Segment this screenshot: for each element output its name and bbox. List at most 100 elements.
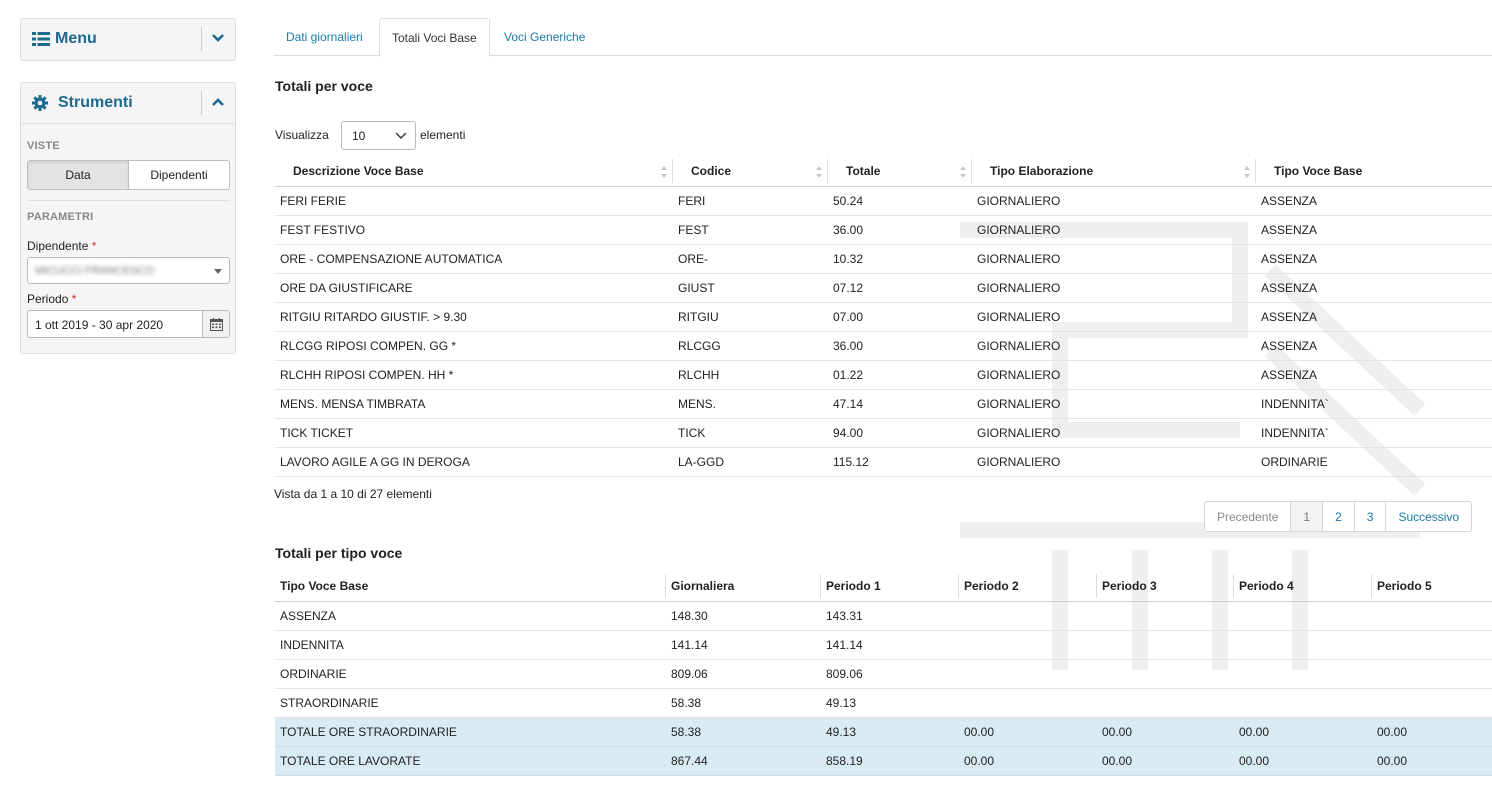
table-cell: GIORNALIERO [972,302,1256,332]
chevron-up-icon[interactable] [211,95,225,109]
table-row: TICK TICKET TICK 94.00 GIORNALIERO INDENNITA… [275,418,1492,448]
table-cell: GIORNALIERO [972,244,1256,274]
view-data-button[interactable]: Data [28,161,129,189]
table-cell: 01.22 [828,360,972,390]
table-cell [1234,630,1372,660]
table-cell [1372,688,1492,718]
table-row: ORE - COMPENSAZIONE AUTOMATICA ORE- 10.32 G… [275,244,1492,274]
column-header-label: Totale [846,164,881,179]
table-cell: MENS. [673,389,828,419]
table-cell [1372,601,1492,631]
table-cell: RLCGG RIPOSI COMPEN. GG * [275,331,673,361]
tools-panel-header[interactable]: Strumenti [21,83,235,124]
table-row: ASSENZA 148.30 143.31 [275,601,1492,631]
table-cell: 141.14 [666,630,821,660]
column-header-label: Descrizione Voce Base [293,164,424,179]
table-cell: FEST FESTIVO [275,215,673,245]
period-value: 1 ott 2019 - 30 apr 2020 [35,318,164,332]
section-title-totali-per-tipo-voce: Totali per tipo voce [275,545,403,561]
table-cell: RLCHH RIPOSI COMPEN. HH * [275,360,673,390]
table-info: Vista da 1 a 10 di 27 elementi [274,487,432,501]
chevron-down-icon [395,132,407,139]
column-header[interactable]: Tipo Elaborazione [972,157,1256,187]
table-row: STRAORDINARIE 58.38 49.13 [275,688,1492,718]
table-cell: 58.38 [666,688,821,718]
table-cell: LAVORO AGILE A GG IN DEROGA [275,447,673,477]
table-cell: ORE DA GIUSTIFICARE [275,273,673,303]
table-row: ORDINARIE 809.06 809.06 [275,659,1492,689]
voci-table-body: FERI FERIE FERI 50.24 GIORNALIERO ASSENZA FES… [275,186,1492,477]
table-cell: ASSENZA [1256,273,1492,303]
table-cell: 07.12 [828,273,972,303]
table-cell: FERI [673,186,828,216]
pagination-next-button[interactable]: Successivo [1386,502,1472,531]
table-cell: 36.00 [828,331,972,361]
sort-icon [960,166,966,178]
table-cell: 00.00 [1097,717,1234,747]
table-cell: MENS. MENSA TIMBRATA [275,389,673,419]
sort-icon [661,166,667,178]
tipo-voce-table-body: ASSENZA 148.30 143.31 INDENNITA 141.14 141.14… [275,601,1492,776]
column-header[interactable]: Codice [673,157,828,187]
column-header[interactable]: Descrizione Voce Base [275,157,673,187]
tab-voci-generiche[interactable]: Voci Generiche [504,30,586,44]
tab-dati-giornalieri[interactable]: Dati giornalieri [286,30,363,44]
sort-icon [816,166,822,178]
tools-panel: Strumenti VISTE Data Dipendenti PARAMETR… [20,82,236,354]
column-header: Periodo 3 [1097,572,1234,602]
table-cell: FERI FERIE [275,186,673,216]
column-header[interactable]: Tipo Voce Base [1256,157,1492,187]
table-cell: TOTALE ORE LAVORATE [275,746,666,776]
period-date-range-input[interactable]: 1 ott 2019 - 30 apr 2020 [27,310,230,338]
table-cell: 00.00 [1234,746,1372,776]
page-length-label: Visualizza [275,128,329,142]
menu-panel[interactable]: Menu [20,18,236,61]
table-cell [1234,601,1372,631]
table-cell: GIORNALIERO [972,215,1256,245]
column-separator [820,574,821,598]
column-separator [827,159,828,183]
column-separator [1233,574,1234,598]
pagination-page-2[interactable]: 2 [1323,502,1355,531]
sort-icon [1244,166,1250,178]
view-dipendenti-button[interactable]: Dipendenti [150,168,208,182]
required-marker: * [71,292,77,306]
column-header: Periodo 1 [821,572,959,602]
table-cell: ORDINARIE [1256,447,1492,477]
page-length-select[interactable]: 10 [341,121,416,150]
calendar-button[interactable] [202,311,229,337]
pagination-previous-button[interactable]: Precedente [1205,502,1292,531]
chevron-down-icon[interactable] [211,31,225,45]
employee-select[interactable]: MICUCCI FRANCESCO [27,257,230,284]
table-cell [959,688,1097,718]
table-cell: 858.19 [821,746,959,776]
table-cell: GIORNALIERO [972,389,1256,419]
table-row: LAVORO AGILE A GG IN DEROGA LA-GGD 115.12 G… [275,447,1492,477]
pagination-page-1[interactable]: 1 [1291,502,1324,531]
table-cell: ORE - COMPENSAZIONE AUTOMATICA [275,244,673,274]
column-header[interactable]: Totale [828,157,972,187]
voci-table: Descrizione Voce Base Codice Totale Tipo… [275,157,1492,477]
table-cell [959,659,1097,689]
gear-icon [32,95,48,111]
table-cell: GIORNALIERO [972,360,1256,390]
pagination-page-3[interactable]: 3 [1354,502,1387,531]
period-label: Periodo * [27,292,76,306]
table-cell [959,630,1097,660]
table-cell: 809.06 [666,659,821,689]
list-icon [32,32,50,46]
employee-label-text: Dipendente [27,239,89,253]
table-row: RLCGG RIPOSI COMPEN. GG * RLCGG 36.00 GIORN… [275,331,1492,361]
employee-label: Dipendente * [27,239,96,253]
tab-totali-voci-base[interactable]: Totali Voci Base [379,18,490,57]
view-toggle-group: Data Dipendenti [27,160,230,190]
total-row: TOTALE ORE STRAORDINARIE 58.38 49.13 00.00 0… [275,717,1492,747]
table-row: RLCHH RIPOSI COMPEN. HH * RLCHH 01.22 GIORN… [275,360,1492,390]
column-header: Periodo 4 [1234,572,1372,602]
table-cell [1097,630,1234,660]
table-cell: ASSENZA [1256,302,1492,332]
column-header: Periodo 2 [959,572,1097,602]
table-header-row: Descrizione Voce Base Codice Totale Tipo… [275,157,1492,187]
table-cell: GIORNALIERO [972,331,1256,361]
menu-panel-header[interactable]: Menu [21,19,235,60]
